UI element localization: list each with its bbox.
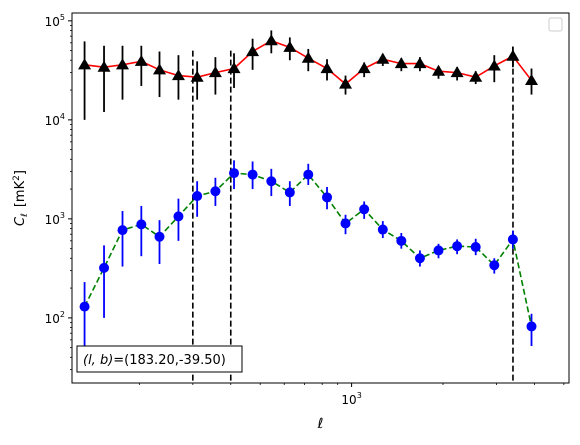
data-point-circle <box>266 176 277 187</box>
x-axis-label: ℓ <box>317 416 324 432</box>
y-axis-symbol: C <box>13 216 28 226</box>
data-point-circle <box>192 191 203 202</box>
y-tick-label: 104 <box>45 112 65 128</box>
data-point-triangle <box>116 58 130 70</box>
data-point-circle <box>284 187 295 198</box>
data-point-circle <box>303 169 314 180</box>
x-tick-exponent: 3 <box>357 391 362 400</box>
data-point-circle <box>154 231 165 242</box>
data-point-circle <box>377 224 388 235</box>
y-axis-unit-base: [mK <box>13 180 28 207</box>
data-point-triangle <box>153 63 167 75</box>
y-tick-exponent: 5 <box>60 13 65 22</box>
axes-frame <box>71 12 570 384</box>
data-point-triangle <box>469 70 483 82</box>
series-group <box>78 30 539 120</box>
annotation-frame <box>76 345 243 373</box>
annotation-box: (l, b)=(183.20,-39.50) <box>76 345 243 373</box>
data-point-circle <box>136 219 147 230</box>
data-point-triangle <box>283 40 297 52</box>
y-tick-base: 10 <box>45 312 60 326</box>
data-point-circle <box>433 245 444 256</box>
annotation-math: (l, b) <box>83 353 113 368</box>
data-point-circle <box>229 168 240 179</box>
data-point-triangle <box>208 66 222 78</box>
data-point-triangle <box>432 64 446 76</box>
data-point-triangle <box>301 51 315 63</box>
data-point-circle <box>173 211 184 222</box>
data-point-triangle <box>190 70 204 82</box>
x-tick-label: 103 <box>341 391 361 407</box>
data-point-triangle <box>506 49 520 61</box>
tick-layer <box>68 20 565 387</box>
data-point-triangle <box>394 57 408 69</box>
data-point-triangle <box>357 62 371 74</box>
data-point-triangle <box>78 58 92 70</box>
data-point-triangle <box>246 45 260 57</box>
annotation-label: (l, b)=(183.20,-39.50) <box>83 353 226 368</box>
data-point-triangle <box>134 54 148 66</box>
data-point-triangle <box>376 52 390 64</box>
data-point-triangle <box>97 60 111 72</box>
data-point-triangle <box>171 69 185 81</box>
y-axis-unit-sup: 2 <box>12 175 22 181</box>
y-tick-label: 103 <box>45 211 65 227</box>
data-point-circle <box>99 262 110 273</box>
y-tick-exponent: 4 <box>60 112 65 121</box>
data-point-circle <box>414 253 425 264</box>
data-point-circle <box>322 192 333 203</box>
data-point-triangle <box>320 62 334 74</box>
series-line <box>83 172 533 327</box>
data-point-triangle <box>487 59 501 71</box>
data-point-circle <box>359 204 370 215</box>
series-group <box>79 160 537 353</box>
y-tick-label: 105 <box>45 13 65 29</box>
data-point-circle <box>340 218 351 229</box>
series-layer <box>78 30 539 353</box>
data-point-triangle <box>339 77 353 89</box>
data-point-triangle <box>227 62 241 74</box>
data-point-triangle <box>264 34 278 46</box>
y-axis-label: Cℓ [mK2] <box>12 170 30 226</box>
data-point-triangle <box>413 57 427 69</box>
data-point-circle <box>79 301 90 312</box>
data-point-circle <box>117 225 128 236</box>
y-tick-exponent: 2 <box>60 310 65 319</box>
data-point-circle <box>247 169 258 180</box>
data-point-triangle <box>450 66 464 78</box>
data-point-circle <box>470 241 481 252</box>
y-tick-exponent: 3 <box>60 211 65 220</box>
y-tick-label: 102 <box>45 310 65 326</box>
data-point-circle <box>210 186 221 197</box>
data-point-circle <box>489 260 500 271</box>
y-axis-subscript: ℓ <box>20 213 30 218</box>
data-point-circle <box>452 241 463 252</box>
x-tick-base: 10 <box>341 393 356 407</box>
y-tick-base: 10 <box>45 114 60 128</box>
vline-layer <box>192 50 514 383</box>
legend-box <box>548 17 563 32</box>
y-axis-unit-close: ] <box>13 170 28 175</box>
annotation-value: =(183.20,-39.50) <box>113 353 226 368</box>
data-point-circle <box>507 234 518 245</box>
y-tick-base: 10 <box>45 15 60 29</box>
y-tick-base: 10 <box>45 213 60 227</box>
data-point-triangle <box>525 73 539 86</box>
data-point-circle <box>396 235 407 246</box>
data-point-circle <box>526 321 537 332</box>
